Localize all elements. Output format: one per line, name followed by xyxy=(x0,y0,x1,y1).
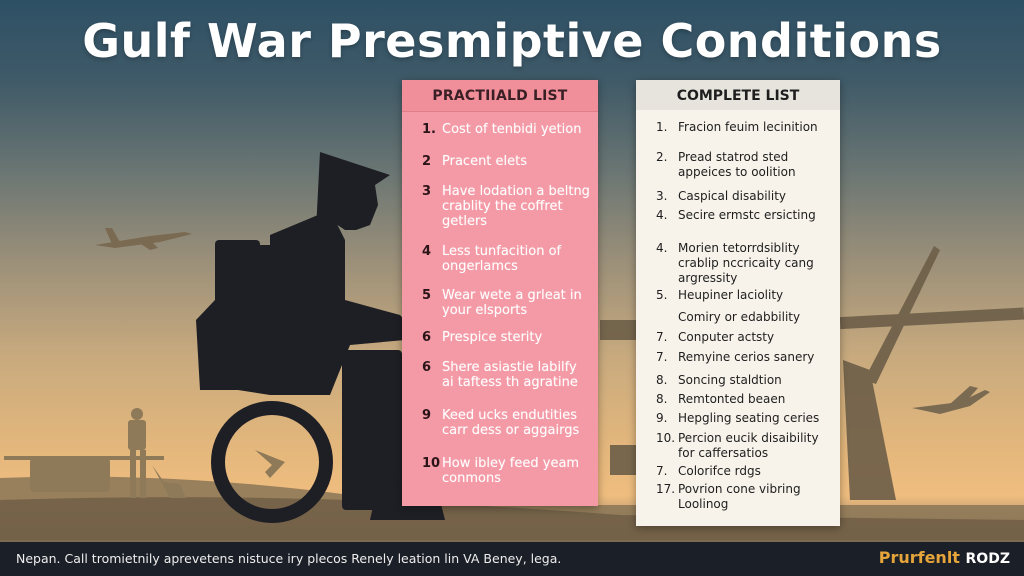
item-number: 2 xyxy=(422,154,432,169)
practical-list-header: PRACTIIALD LIST xyxy=(402,80,598,112)
practical-list-panel: PRACTIIALD LIST 1. Cost of tenbidi yetio… xyxy=(402,80,598,506)
item-number: 10. xyxy=(656,431,676,445)
list-item: 6 Shere asiastie labilfy ai taftess th a… xyxy=(422,360,592,390)
item-number: 2. xyxy=(656,150,668,164)
list-item: 5 Wear wete a grleat in your elsports xyxy=(422,288,592,318)
item-text: Colorifce rdgs xyxy=(678,464,761,478)
item-number: 5 xyxy=(422,288,432,303)
airplane-icon xyxy=(255,450,285,478)
list-item: 3 Have lodation a beltng crablity the co… xyxy=(422,184,592,229)
list-item: 8. Soncing staldtion xyxy=(656,373,836,388)
item-text: Have lodation a beltng crablity the coff… xyxy=(442,184,590,229)
item-text: Cost of tenbidi yetion xyxy=(442,122,582,137)
item-text: Pracent elets xyxy=(442,154,528,169)
item-text: Secire ermstc ersicting xyxy=(678,208,816,222)
item-text: Less tunfacition of ongerlamcs xyxy=(442,244,562,274)
item-text: Fracion feuim lecinition xyxy=(678,120,818,134)
item-number: 4 xyxy=(422,244,432,259)
list-item: 5. Heupiner laciolity xyxy=(656,288,836,303)
item-number: 6 xyxy=(422,330,432,345)
item-number: 4. xyxy=(656,241,668,255)
item-text: Pread statrod sted appeices to oolition xyxy=(678,150,796,179)
tower-silhouette xyxy=(600,246,1024,500)
list-item: 9. Hepgling seating ceries xyxy=(656,411,836,426)
item-text: Keed ucks endutities carr dess or aggair… xyxy=(442,408,580,438)
page-title: Gulf War Presmiptive Conditions xyxy=(82,14,942,68)
veteran-wheelchair-silhouette xyxy=(196,152,445,523)
item-number: 7. xyxy=(656,350,668,364)
item-text: Comiry or edabbility xyxy=(678,310,801,324)
list-item: 17. Povrion cone vibring Loolinog xyxy=(656,482,836,512)
list-item: 6 Prespice sterity xyxy=(422,330,592,345)
list-item: 10. Percion eucik disaibility for caffer… xyxy=(656,431,836,461)
item-text: Morien tetorrdsiblity crablip nccricaity… xyxy=(678,241,814,285)
brand-secondary: RODZ xyxy=(965,551,1010,567)
list-item: 9 Keed ucks endutities carr dess or agga… xyxy=(422,408,592,438)
brand-logo: Prurfenlt RODZ xyxy=(879,548,1010,567)
brand-primary: Prurfenlt xyxy=(878,548,960,567)
item-text: Prespice sterity xyxy=(442,330,543,345)
list-item: 8. Remtonted beaen xyxy=(656,392,836,407)
item-number: 1. xyxy=(422,122,436,137)
item-number: 3. xyxy=(656,189,668,203)
footer-bar: Nepan. Call tromietnily aprevetens nistu… xyxy=(0,540,1024,576)
item-text: Povrion cone vibring Loolinog xyxy=(678,482,801,511)
item-number: 9 xyxy=(422,408,432,423)
footer-note: Nepan. Call tromietnily aprevetens nistu… xyxy=(16,551,562,566)
list-item: 7. Colorifce rdgs xyxy=(656,464,836,479)
item-number: 7. xyxy=(656,330,668,344)
item-number: 1. xyxy=(656,120,668,134)
list-item: 2 Pracent elets xyxy=(422,154,592,169)
item-text: Percion eucik disaibility for caffersati… xyxy=(678,431,819,460)
list-item: 7. Remyine cerios sanery xyxy=(656,350,836,365)
complete-list-header: COMPLETE LIST xyxy=(636,80,840,110)
item-text: Conputer actsty xyxy=(678,330,775,344)
item-number: 8. xyxy=(656,373,668,387)
airplane-icon xyxy=(912,386,990,414)
item-text: Hepgling seating ceries xyxy=(678,411,820,425)
item-number: 5. xyxy=(656,288,668,302)
item-number: 8. xyxy=(656,392,668,406)
airplane-icon xyxy=(95,228,192,250)
item-text: How ibley feed yeam conmons xyxy=(442,456,580,486)
item-number: 9. xyxy=(656,411,668,425)
item-number: 6 xyxy=(422,360,432,375)
list-item: 1. Cost of tenbidi yetion xyxy=(422,122,592,137)
item-number: 3 xyxy=(422,184,432,199)
item-text: Heupiner laciolity xyxy=(678,288,784,302)
item-text: Wear wete a grleat in your elsports xyxy=(442,288,582,318)
complete-list-panel: COMPLETE LIST 1. Fracion feuim lecinitio… xyxy=(636,80,840,526)
list-item: 4 Less tunfacition of ongerlamcs xyxy=(422,244,592,274)
item-text: Remtonted beaen xyxy=(678,392,786,406)
item-number: 4. xyxy=(656,208,668,222)
item-number: 17. xyxy=(656,482,676,496)
item-number xyxy=(656,310,678,325)
list-item: 2. Pread statrod sted appeices to ooliti… xyxy=(656,150,836,180)
item-text: Shere asiastie labilfy ai taftess th agr… xyxy=(442,360,578,390)
item-text: Soncing staldtion xyxy=(678,373,782,387)
item-number: 10 xyxy=(422,456,441,471)
item-text: Caspical disability xyxy=(678,189,787,203)
list-item: 7. Conputer actsty xyxy=(656,330,836,345)
list-item: 4. Morien tetorrdsiblity crablip nccrica… xyxy=(656,241,836,286)
list-item: 3. Caspical disability xyxy=(656,189,836,204)
soldier-silhouette xyxy=(4,408,186,498)
list-item: 1. Fracion feuim lecinition xyxy=(656,120,836,135)
item-number: 7. xyxy=(656,464,668,478)
list-item: 10 How ibley feed yeam conmons xyxy=(422,456,592,486)
list-item: 4. Secire ermstc ersicting xyxy=(656,208,836,223)
list-item: Comiry or edabbility xyxy=(656,310,836,325)
item-text: Remyine cerios sanery xyxy=(678,350,815,364)
